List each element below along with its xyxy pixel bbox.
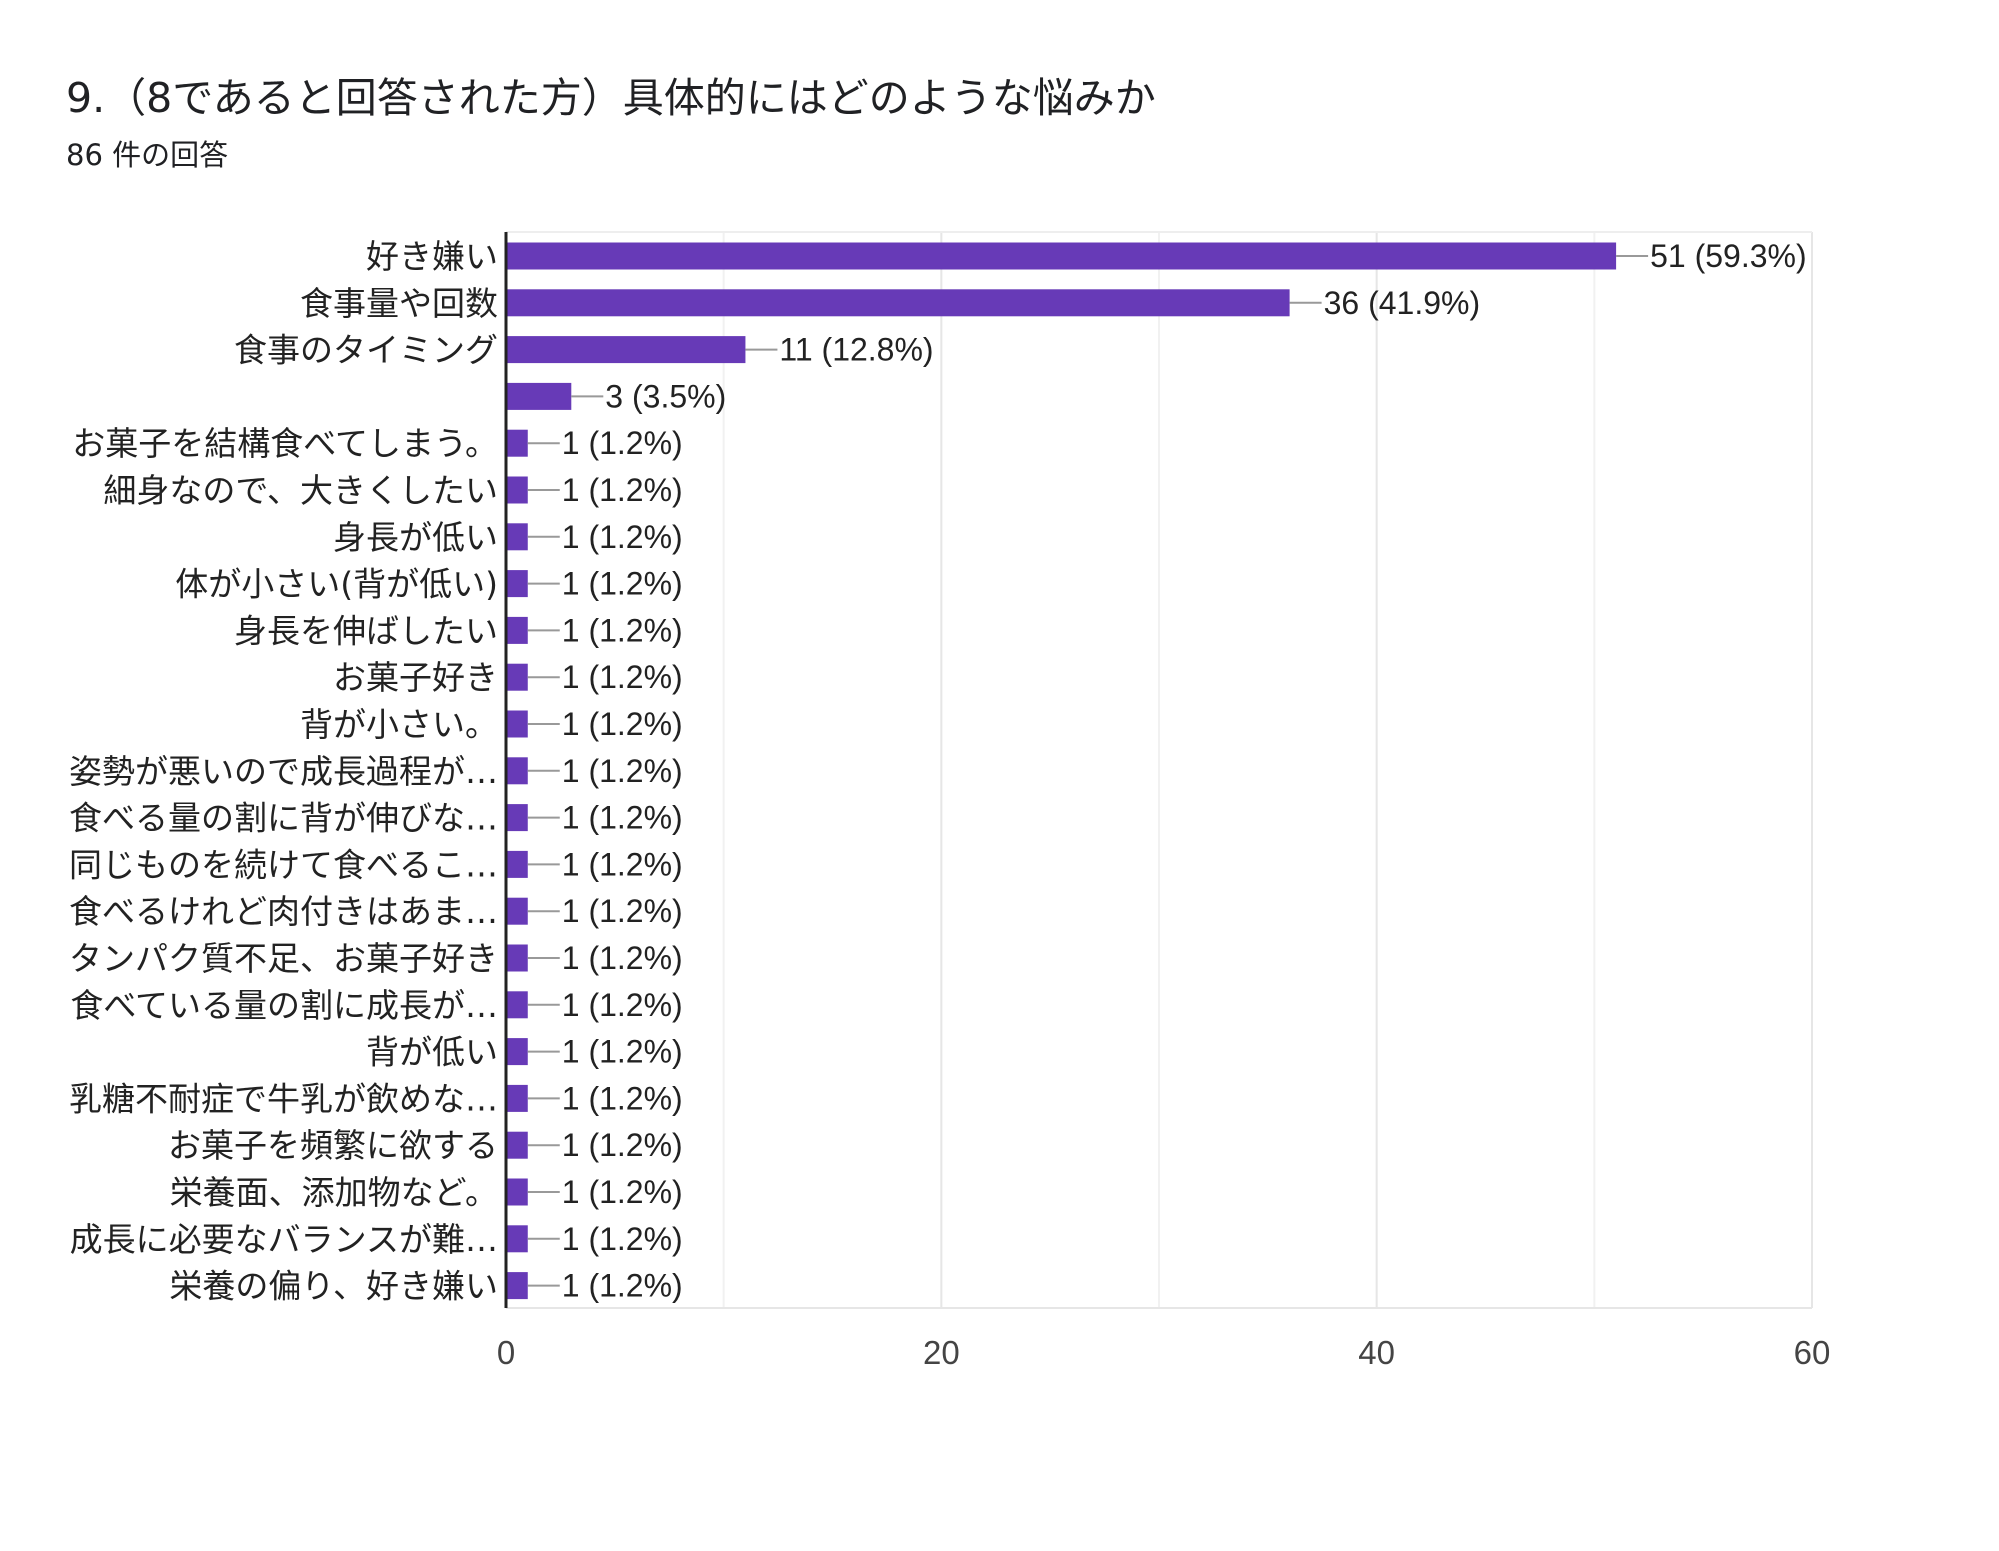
category-label: 姿勢が悪いので成長過程が… bbox=[69, 752, 498, 791]
bar bbox=[506, 757, 528, 785]
bar bbox=[506, 570, 528, 598]
data-label: 1 (1.2%) bbox=[562, 1127, 683, 1163]
gridlines bbox=[506, 231, 1813, 1309]
category-label: 食事のタイミング bbox=[234, 331, 498, 370]
category-label: 食事量や回数 bbox=[300, 284, 498, 323]
category-label: 栄養の偏り、好き嫌い bbox=[169, 1267, 498, 1306]
data-label: 1 (1.2%) bbox=[562, 1174, 683, 1210]
category-label: 背が低い bbox=[366, 1033, 498, 1072]
data-label: 36 (41.9%) bbox=[1324, 285, 1481, 321]
bar bbox=[506, 476, 528, 504]
data-label: 1 (1.2%) bbox=[562, 987, 683, 1023]
data-label: 51 (59.3%) bbox=[1650, 238, 1807, 274]
data-label: 1 (1.2%) bbox=[562, 893, 683, 929]
data-label: 11 (12.8%) bbox=[779, 332, 933, 368]
bar bbox=[506, 1084, 528, 1112]
bar bbox=[506, 429, 528, 457]
bar bbox=[506, 663, 528, 691]
data-label: 1 (1.2%) bbox=[562, 1034, 683, 1070]
x-tick-label: 0 bbox=[497, 1334, 515, 1371]
data-label: 1 (1.2%) bbox=[562, 753, 683, 789]
data-label: 1 (1.2%) bbox=[562, 846, 683, 882]
category-label: 食べる量の割に背が伸びな… bbox=[69, 799, 498, 838]
bar bbox=[506, 242, 1617, 270]
bar bbox=[506, 850, 528, 878]
data-label: 1 (1.2%) bbox=[562, 1268, 683, 1304]
bar bbox=[506, 1272, 528, 1300]
category-label: タンパク質不足、お菓子好き bbox=[69, 939, 498, 978]
bar bbox=[506, 991, 528, 1019]
x-tick-label: 20 bbox=[923, 1334, 960, 1371]
data-label: 1 (1.2%) bbox=[562, 519, 683, 555]
data-label: 1 (1.2%) bbox=[562, 425, 683, 461]
bar bbox=[506, 944, 528, 972]
category-label: 食べている量の割に成長が… bbox=[70, 986, 498, 1025]
x-tick-label: 60 bbox=[1794, 1334, 1831, 1371]
bar bbox=[506, 382, 572, 410]
bars bbox=[504, 232, 1649, 1308]
category-label: お菓子を結構食べてしまう。 bbox=[72, 424, 498, 463]
bar bbox=[506, 1038, 528, 1066]
category-label: 栄養面、添加物など。 bbox=[170, 1173, 498, 1212]
data-label: 1 (1.2%) bbox=[562, 706, 683, 742]
category-label: 同じものを続けて食べるこ… bbox=[69, 845, 498, 884]
category-label: お菓子を頻繁に欲する bbox=[168, 1126, 498, 1165]
data-label: 1 (1.2%) bbox=[562, 566, 683, 602]
bar bbox=[506, 897, 528, 925]
chart-title: 9.（8であると回答された方）具体的にはどのような悩みか bbox=[66, 74, 1156, 122]
category-label: 成長に必要なバランスが難… bbox=[70, 1220, 498, 1259]
response-count: 86 件の回答 bbox=[66, 138, 229, 172]
data-label: 1 (1.2%) bbox=[562, 800, 683, 836]
data-label: 1 (1.2%) bbox=[562, 612, 683, 648]
bar bbox=[506, 1178, 528, 1206]
category-label: 体が小さい(背が低い) bbox=[175, 565, 498, 604]
category-label: 身長を伸ばしたい bbox=[234, 611, 498, 650]
category-label: お菓子好き bbox=[333, 658, 498, 697]
bar bbox=[506, 616, 528, 644]
data-label: 1 (1.2%) bbox=[562, 940, 683, 976]
labels: 0 20 40 60 51 (59.3%) 好き嫌い 36 (41.9%) 食事量や回数 11 … bbox=[69, 237, 1830, 1371]
data-label: 1 (1.2%) bbox=[562, 659, 683, 695]
bar bbox=[506, 710, 528, 738]
category-label: 食べるけれど肉付きはあま… bbox=[69, 892, 498, 931]
category-label: 細身なので、大きくしたい bbox=[103, 471, 498, 510]
data-label: 1 (1.2%) bbox=[562, 1221, 683, 1257]
bar bbox=[506, 336, 746, 364]
x-tick-label: 40 bbox=[1358, 1334, 1395, 1371]
category-label: 背が小さい。 bbox=[300, 705, 498, 744]
bar bbox=[506, 1225, 528, 1253]
category-label: 好き嫌い bbox=[366, 237, 498, 276]
category-label: 乳糖不耐症で牛乳が飲めな… bbox=[69, 1079, 498, 1118]
category-label: 身長が低い bbox=[333, 518, 498, 557]
data-label: 1 (1.2%) bbox=[562, 472, 683, 508]
bar bbox=[506, 804, 528, 832]
data-label: 3 (3.5%) bbox=[605, 378, 726, 414]
bar bbox=[506, 289, 1290, 317]
bar bbox=[506, 1131, 528, 1159]
data-label: 1 (1.2%) bbox=[562, 1080, 683, 1116]
bar bbox=[506, 523, 528, 551]
